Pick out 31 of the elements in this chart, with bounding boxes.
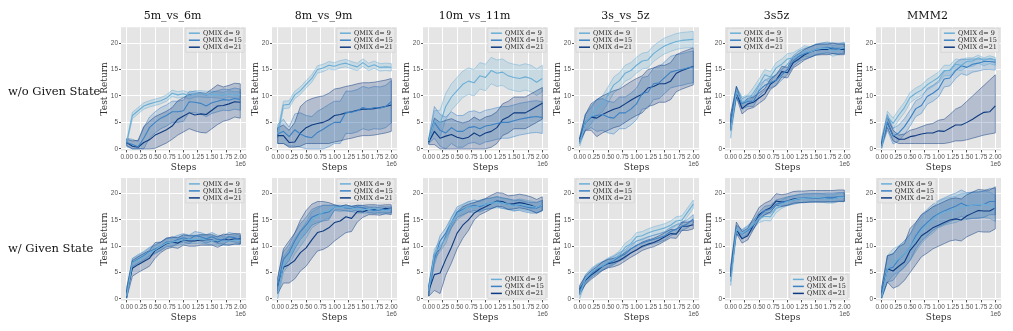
x-axis-title: Steps [321, 311, 348, 322]
chart-title: 10m_vs_11m [438, 9, 511, 23]
x-axis-title: Steps [472, 311, 499, 322]
chart-title: 5m_vs_6m [143, 9, 202, 23]
y-axis-title: Test Return [400, 61, 411, 116]
y-axis-title: Test Return [249, 212, 260, 266]
x-axis-title: Steps [925, 161, 952, 172]
y-axis-title: Test Return [702, 61, 713, 116]
x-axis-title: Steps [321, 161, 348, 172]
y-axis-title: Test Return [853, 61, 864, 116]
x-axis-title: Steps [170, 311, 197, 322]
text: w/ Given State [8, 241, 94, 255]
y-axis-title: Test Return [702, 212, 713, 266]
y-axis-title: Test Return [98, 212, 109, 266]
x-axis-title: Steps [623, 311, 650, 322]
y-axis-title: Test Return [551, 212, 562, 266]
text: w/o Given State [8, 83, 101, 98]
x-axis-title: Steps [170, 161, 197, 172]
y-axis-title: Test Return [249, 61, 260, 116]
x-axis-title: Steps [774, 161, 801, 172]
chart-title: MMM2 [907, 9, 948, 23]
x-axis-title: Steps [472, 161, 499, 172]
x-axis-title: Steps [774, 311, 801, 322]
y-axis-title: Test Return [551, 61, 562, 116]
chart-title: 8m_vs_9m [294, 9, 353, 23]
y-axis-title: Test Return [853, 212, 864, 266]
x-axis-title: Steps [623, 161, 650, 172]
y-axis-title: Test Return [400, 212, 411, 266]
x-axis-title: Steps [925, 311, 952, 322]
chart-title: 3s5z [763, 9, 790, 23]
chart-title: 3s_vs_5z [601, 9, 650, 23]
